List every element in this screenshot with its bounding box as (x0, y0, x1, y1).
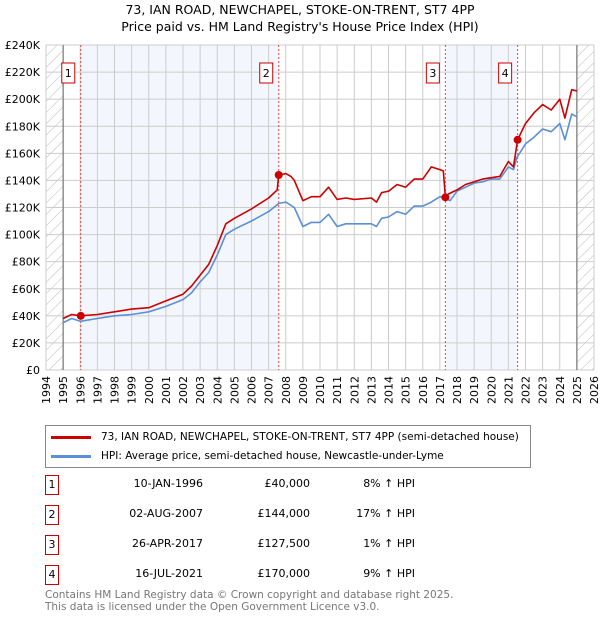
sale-badge-box (61, 62, 76, 84)
sale-badge-number: 3 (429, 67, 436, 80)
sale-row: 4 16-JUL-2021 £170,000 9% ↑ HPI (45, 565, 415, 585)
x-tick-label: 2023 (537, 376, 550, 404)
sale-point (76, 311, 85, 320)
x-tick-label: 1996 (74, 376, 87, 404)
x-tick-label: 1994 (40, 376, 53, 404)
x-tick-label: 2001 (160, 376, 173, 404)
hpi-line (62, 113, 578, 324)
x-tick-label: 2004 (211, 376, 224, 404)
x-tick-label: 2002 (177, 376, 190, 404)
sale-price: £170,000 (257, 567, 311, 580)
sale-badge-box (259, 62, 274, 84)
x-tick-label: 2025 (571, 376, 584, 404)
license-line: This data is licensed under the Open Gov… (45, 600, 380, 613)
sale-date: 10-JAN-1996 (133, 477, 203, 490)
y-tick-label: £200K (5, 93, 41, 106)
x-tick-label: 1995 (57, 376, 70, 404)
sale-hpi-diff: 1% ↑ HPI (363, 537, 415, 550)
blue-line-swatch (51, 454, 91, 458)
sale-point (513, 135, 522, 144)
x-tick-label: 2021 (502, 376, 515, 404)
price-chart: 1994 1995 1996 1997 1998 1999 2000 2001 2002 2003… (5, 39, 600, 404)
sale-price: £144,000 (257, 507, 311, 520)
sale-marker-badge: 3 (45, 535, 59, 555)
x-tick-label: 2020 (485, 376, 498, 404)
sale-date: 26-APR-2017 (131, 537, 203, 550)
x-tick-label: 1999 (126, 376, 139, 404)
sale-point (274, 171, 283, 179)
sale-marker-badge: 1 (45, 475, 59, 495)
y-tick-label: £40K (12, 310, 41, 323)
y-tick-label: £140K (5, 174, 41, 187)
legend-label: 73, IAN ROAD, NEWCHAPEL, STOKE-ON-TRENT,… (101, 431, 519, 443)
sale-hpi-diff: 9% ↑ HPI (363, 567, 415, 580)
sale-price: £40,000 (264, 477, 311, 490)
sale-point (441, 193, 450, 202)
x-tick-label: 2000 (143, 376, 156, 404)
red-line-swatch (51, 435, 91, 439)
sale-marker-badge: 4 (45, 565, 59, 585)
sale-badge-number: 1 (65, 67, 72, 80)
y-tick-label: £20K (12, 337, 41, 350)
x-tick-label: 2007 (263, 376, 276, 404)
sale-date: 02-AUG-2007 (129, 507, 203, 520)
x-tick-label: 2015 (400, 376, 413, 404)
x-tick-label: 2017 (434, 376, 447, 404)
sale-badge-number: 2 (263, 67, 270, 80)
y-tick-label: £160K (5, 147, 41, 160)
sale-marker-badge: 2 (45, 505, 59, 525)
attribution-line: Contains HM Land Registry data © Crown c… (45, 589, 454, 601)
x-tick-label: 2005 (228, 376, 241, 404)
y-tick-label: £0 (26, 364, 40, 377)
x-tick-label: 2014 (383, 376, 396, 404)
x-tick-label: 2008 (280, 376, 293, 404)
x-tick-label: 2003 (194, 376, 207, 404)
y-tick-label: £220K (5, 66, 41, 79)
x-tick-label: 2016 (417, 376, 430, 404)
chart-subtitle: Price paid vs. HM Land Registry's House … (121, 19, 479, 34)
x-tick-label: 2012 (348, 376, 361, 404)
sale-date: 16-JUL-2021 (135, 567, 203, 580)
legend-label: HPI: Average price, semi-detached house,… (101, 450, 444, 462)
x-tick-label: 2009 (297, 376, 310, 404)
chart-title: 73, IAN ROAD, NEWCHAPEL, STOKE-ON-TRENT,… (125, 2, 475, 17)
sale-price: £127,500 (257, 537, 311, 550)
sale-hpi-diff: 17% ↑ HPI (356, 507, 415, 520)
x-tick-label: 2024 (554, 376, 567, 404)
legend-item-hpi: HPI: Average price, semi-detached house,… (51, 448, 444, 464)
x-tick-label: 2006 (246, 376, 259, 404)
x-tick-label: 2018 (451, 376, 464, 404)
sale-badge-box (425, 62, 440, 84)
x-tick-label: 2019 (468, 376, 481, 404)
x-tick-label: 2013 (365, 376, 378, 404)
y-tick-label: £180K (5, 120, 41, 133)
legend: 73, IAN ROAD, NEWCHAPEL, STOKE-ON-TRENT,… (45, 425, 531, 468)
legend-item-property: 73, IAN ROAD, NEWCHAPEL, STOKE-ON-TRENT,… (51, 429, 519, 445)
sale-badge-box (498, 62, 513, 84)
x-tick-label: 2026 (588, 376, 600, 404)
attribution: Contains HM Land Registry data © Crown c… (45, 589, 454, 613)
x-tick-label: 2022 (520, 376, 533, 404)
y-tick-label: £80K (12, 256, 41, 269)
y-tick-label: £60K (12, 283, 41, 296)
sale-row: 1 10-JAN-1996 £40,000 8% ↑ HPI (45, 475, 415, 495)
sale-row: 3 26-APR-2017 £127,500 1% ↑ HPI (45, 535, 415, 555)
x-tick-label: 1997 (91, 376, 104, 404)
sale-badge-number: 4 (502, 67, 509, 80)
x-tick-label: 1998 (109, 376, 122, 404)
y-tick-label: £120K (5, 202, 41, 215)
sale-row: 2 02-AUG-2007 £144,000 17% ↑ HPI (45, 505, 415, 525)
property-price-line (62, 88, 578, 320)
y-tick-label: £240K (5, 39, 41, 52)
x-tick-label: 2011 (331, 376, 344, 404)
sale-hpi-diff: 8% ↑ HPI (363, 477, 415, 490)
y-tick-label: £100K (5, 229, 41, 242)
x-tick-label: 2010 (314, 376, 327, 404)
